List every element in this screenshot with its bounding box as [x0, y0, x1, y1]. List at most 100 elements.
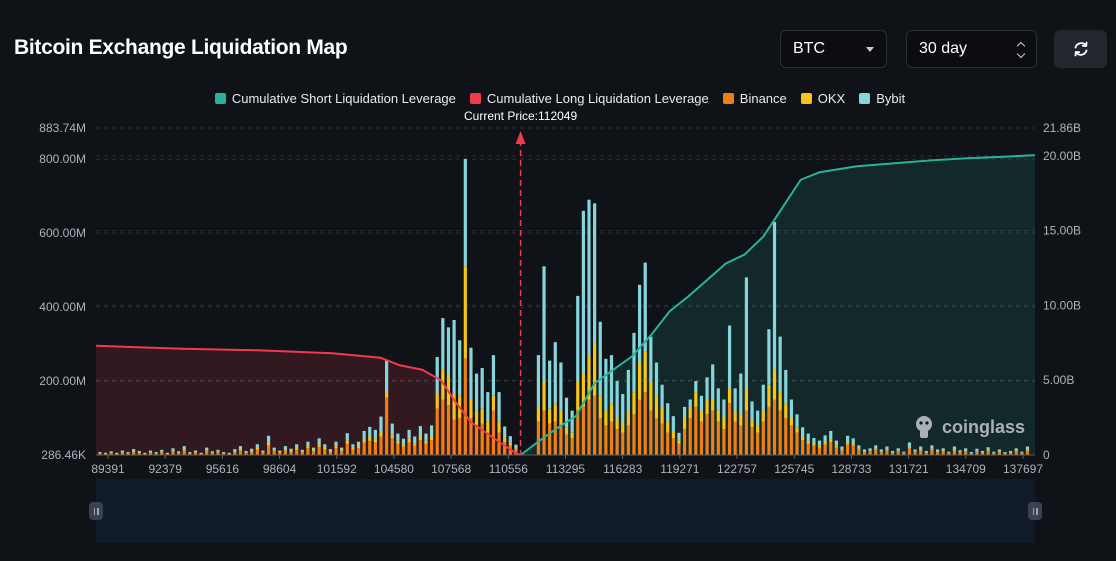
bar-binance — [182, 450, 186, 455]
bar-bybit — [193, 450, 198, 453]
bar-bybit — [413, 436, 417, 444]
x-tick-label: 116283 — [603, 462, 642, 476]
bar-bybit — [862, 449, 867, 452]
legend-label-okx: OKX — [817, 91, 846, 106]
bar-binance — [896, 451, 900, 455]
bar-okx — [902, 452, 906, 454]
bar-bybit — [890, 450, 895, 453]
bar-bybit — [834, 440, 838, 446]
bar-bybit — [598, 321, 602, 396]
bar-bybit — [924, 450, 928, 453]
bar-okx — [109, 452, 113, 454]
bar-binance — [789, 425, 793, 455]
bar-bybit — [761, 384, 765, 411]
bar-okx — [199, 453, 203, 455]
bar-okx — [1009, 452, 1013, 453]
bar-binance — [823, 444, 827, 455]
zoom-scrollbar[interactable] — [96, 479, 1035, 543]
bar-okx — [227, 453, 231, 455]
bar-okx — [283, 449, 288, 451]
zoom-handle-right[interactable] — [1028, 502, 1042, 520]
bar-okx — [829, 439, 833, 443]
bar-binance — [795, 432, 799, 455]
bar-okx — [969, 453, 973, 454]
bar-binance — [216, 452, 220, 455]
x-tick-label: 89391 — [91, 462, 125, 476]
bar-bybit — [576, 295, 580, 381]
bar-binance — [244, 453, 248, 455]
bar-bybit — [587, 199, 591, 356]
x-tick-label: 134709 — [946, 462, 986, 476]
bar-bybit — [160, 449, 164, 452]
bar-binance — [300, 452, 304, 455]
bar-bybit — [868, 448, 872, 451]
x-tick-label: 137697 — [1003, 462, 1043, 476]
bar-bybit — [188, 452, 192, 454]
bar-binance — [160, 452, 164, 455]
legend-item-bybit[interactable]: Bybit — [859, 91, 905, 106]
legend-item-long[interactable]: Cumulative Long Liquidation Leverage — [469, 91, 709, 106]
bar-binance — [924, 452, 928, 455]
long-cumulative-area — [96, 345, 521, 455]
bar-bybit — [514, 444, 518, 449]
bar-okx — [98, 453, 102, 454]
bar-bybit — [154, 452, 158, 454]
bar-binance — [463, 358, 467, 455]
bar-bybit — [132, 449, 136, 451]
legend-item-short[interactable]: Cumulative Short Liquidation Leverage — [214, 91, 456, 106]
bar-bybit — [497, 392, 501, 422]
bar-bybit — [120, 450, 125, 453]
bar-okx — [778, 392, 782, 411]
bar-okx — [300, 451, 304, 453]
bar-bybit — [992, 451, 996, 453]
bar-binance — [705, 414, 709, 455]
bar-bybit — [356, 441, 361, 447]
bar-okx — [801, 436, 805, 441]
bar-bybit — [278, 450, 282, 453]
bar-binance — [334, 448, 338, 455]
bar-binance — [581, 406, 585, 455]
bar-bybit — [491, 355, 496, 396]
bar-bybit — [593, 203, 597, 344]
bar-binance — [261, 452, 265, 455]
legend-item-binance[interactable]: Binance — [722, 91, 787, 106]
bar-bybit — [975, 448, 979, 451]
bar-okx — [997, 451, 1001, 453]
bar-okx — [941, 450, 945, 452]
bar-okx — [570, 432, 574, 439]
bar-okx — [767, 384, 771, 407]
bar-binance — [660, 423, 664, 455]
bar-binance — [441, 399, 445, 455]
bar-okx — [553, 403, 557, 422]
zoom-handle-left[interactable] — [89, 502, 103, 520]
bar-okx — [817, 445, 822, 448]
bar-binance — [1014, 451, 1018, 455]
bar-okx — [564, 427, 569, 435]
bar-bybit — [682, 406, 687, 418]
bar-bybit — [739, 373, 743, 415]
legend-item-okx[interactable]: OKX — [800, 91, 846, 106]
bar-okx — [677, 440, 681, 444]
bar-okx — [654, 395, 659, 418]
bar-binance — [1020, 453, 1024, 455]
refresh-button[interactable] — [1054, 30, 1107, 68]
bar-bybit — [396, 433, 400, 441]
bar-bybit — [474, 373, 479, 411]
bar-bybit — [216, 449, 220, 452]
bar-okx — [660, 406, 664, 424]
bar-bybit — [289, 448, 293, 451]
bar-binance — [278, 452, 282, 455]
bar-binance — [458, 417, 462, 455]
y-right-tick-label: 10.00B — [1043, 298, 1081, 312]
bar-okx — [233, 450, 237, 453]
coin-select[interactable]: BTC — [780, 30, 887, 68]
bar-okx — [424, 440, 428, 444]
bar-okx — [699, 410, 704, 422]
bar-okx — [486, 421, 490, 433]
bar-okx — [334, 446, 338, 449]
bar-okx — [396, 440, 400, 444]
bar-bybit — [688, 399, 692, 407]
bar-bybit — [699, 395, 704, 411]
bar-binance — [137, 453, 141, 455]
range-select[interactable]: 30 day — [906, 30, 1037, 68]
